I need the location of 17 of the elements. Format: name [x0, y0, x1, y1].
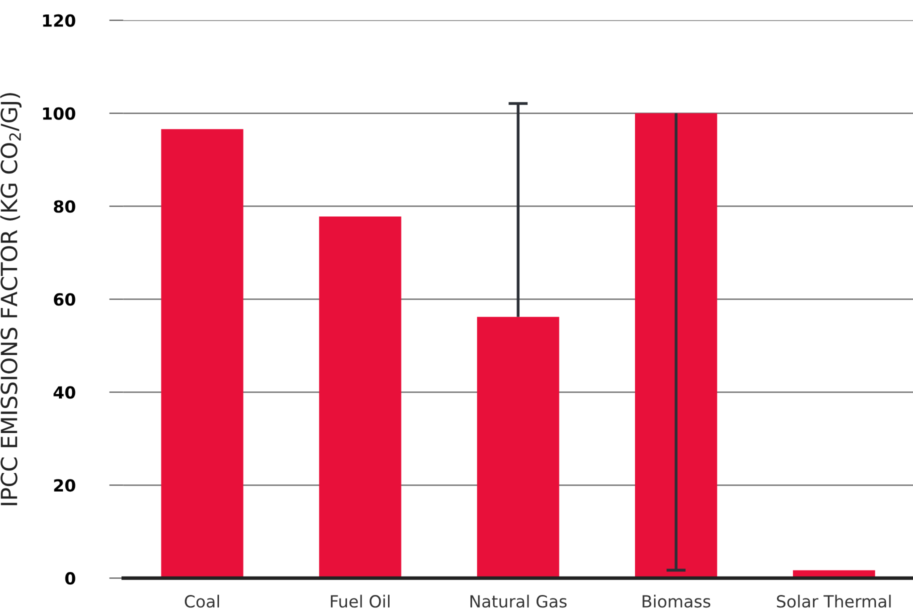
bar	[319, 216, 402, 578]
x-tick-label: Biomass	[642, 594, 710, 608]
y-tick-label: 80	[54, 200, 76, 213]
x-tick-label: Solar Thermal	[776, 594, 891, 608]
y-tick-label: 0	[65, 572, 76, 585]
y-tick-label: 20	[54, 479, 76, 492]
bar	[635, 113, 718, 578]
x-tick-label: Fuel Oil	[330, 594, 390, 608]
y-axis-title: IPCC EMISSIONS FACTOR (KG CO$_{2}$/GJ)	[0, 93, 22, 506]
y-tick-label: 100	[43, 107, 76, 120]
x-tick-label: Coal	[184, 594, 220, 608]
y-tick-label: 40	[54, 386, 76, 399]
y-tick-label: 60	[54, 293, 76, 306]
x-tick-label: Natural Gas	[470, 594, 567, 608]
bar	[161, 129, 244, 578]
bar	[477, 316, 560, 578]
y-tick-label: 120	[43, 14, 76, 27]
